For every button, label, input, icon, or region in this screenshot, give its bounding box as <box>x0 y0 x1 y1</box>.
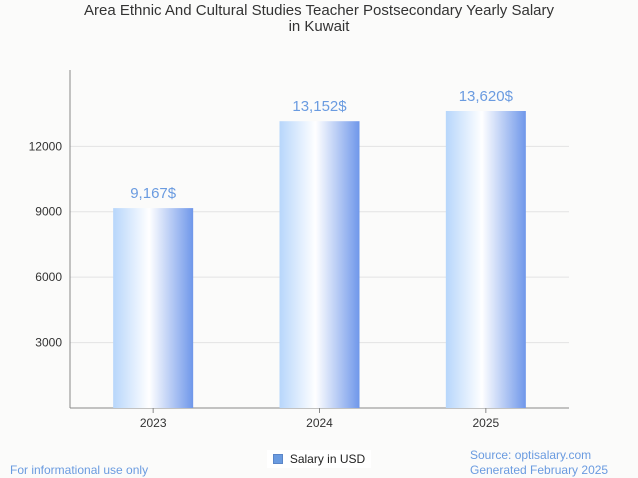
data-label: 13,152$ <box>292 98 347 115</box>
x-tick-label: 2023 <box>140 416 167 430</box>
bar-2025 <box>445 110 526 409</box>
labels: 3000 6000 9000 12000 2023 9,167$ 2024 13,152$ 20… <box>29 88 514 430</box>
source-info: Source: optisalary.com Generated Februar… <box>470 448 608 478</box>
chart-title: Area Ethnic And Cultural Studies Teacher… <box>0 3 638 35</box>
y-tick-label: 9000 <box>35 205 62 219</box>
legend-item[interactable]: Salary in USD <box>266 450 372 468</box>
y-tick-label: 3000 <box>35 336 62 350</box>
x-tick-label: 2025 <box>472 416 499 430</box>
legend-swatch <box>272 454 283 464</box>
source-link[interactable]: Source: optisalary.com <box>470 448 592 462</box>
bar-2023 <box>113 208 194 408</box>
bar-2024 <box>279 121 360 409</box>
y-tick-label: 12000 <box>29 139 63 153</box>
data-label: 9,167$ <box>130 185 177 202</box>
generated-date: Generated February 2025 <box>470 463 609 477</box>
disclaimer-note: For informational use only <box>10 463 149 477</box>
data-label: 13,620$ <box>459 88 514 105</box>
x-tick-label: 2024 <box>306 416 333 430</box>
chart-title-line-2: in Kuwait <box>288 18 350 35</box>
bars <box>113 110 526 409</box>
y-tick-label: 6000 <box>35 270 62 284</box>
chart-title-line-1: Area Ethnic And Cultural Studies Teacher… <box>84 2 554 19</box>
legend-label: Salary in USD <box>289 452 366 466</box>
legend: Salary in USD <box>0 450 638 468</box>
